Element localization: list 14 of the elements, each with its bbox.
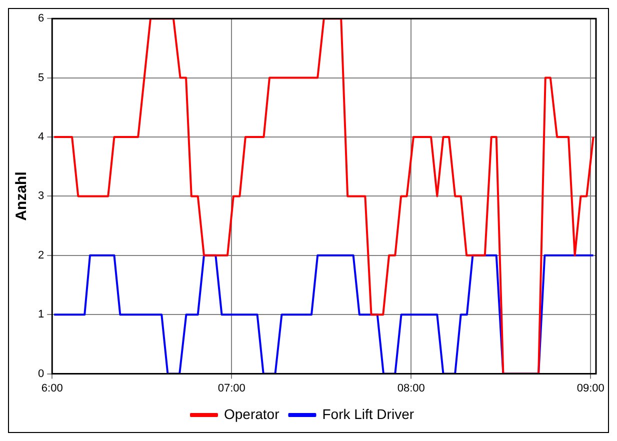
legend-label: Operator (224, 406, 280, 422)
y-axis-title: Anzahl (13, 172, 30, 221)
y-tick-label: 0 (38, 368, 44, 380)
x-tick-label: 07:00 (218, 382, 246, 394)
y-tick-label: 1 (38, 308, 44, 321)
legend-label: Fork Lift Driver (322, 406, 414, 422)
x-tick-label: 09:00 (576, 382, 604, 394)
y-tick-label: 3 (38, 190, 44, 202)
y-tick-label: 2 (38, 249, 44, 262)
y-tick-label: 6 (38, 12, 44, 25)
x-tick-label: 6:00 (41, 382, 63, 394)
y-tick-label: 4 (38, 131, 44, 144)
y-tick-label: 5 (38, 72, 44, 84)
x-tick-label: 08:00 (397, 382, 425, 394)
